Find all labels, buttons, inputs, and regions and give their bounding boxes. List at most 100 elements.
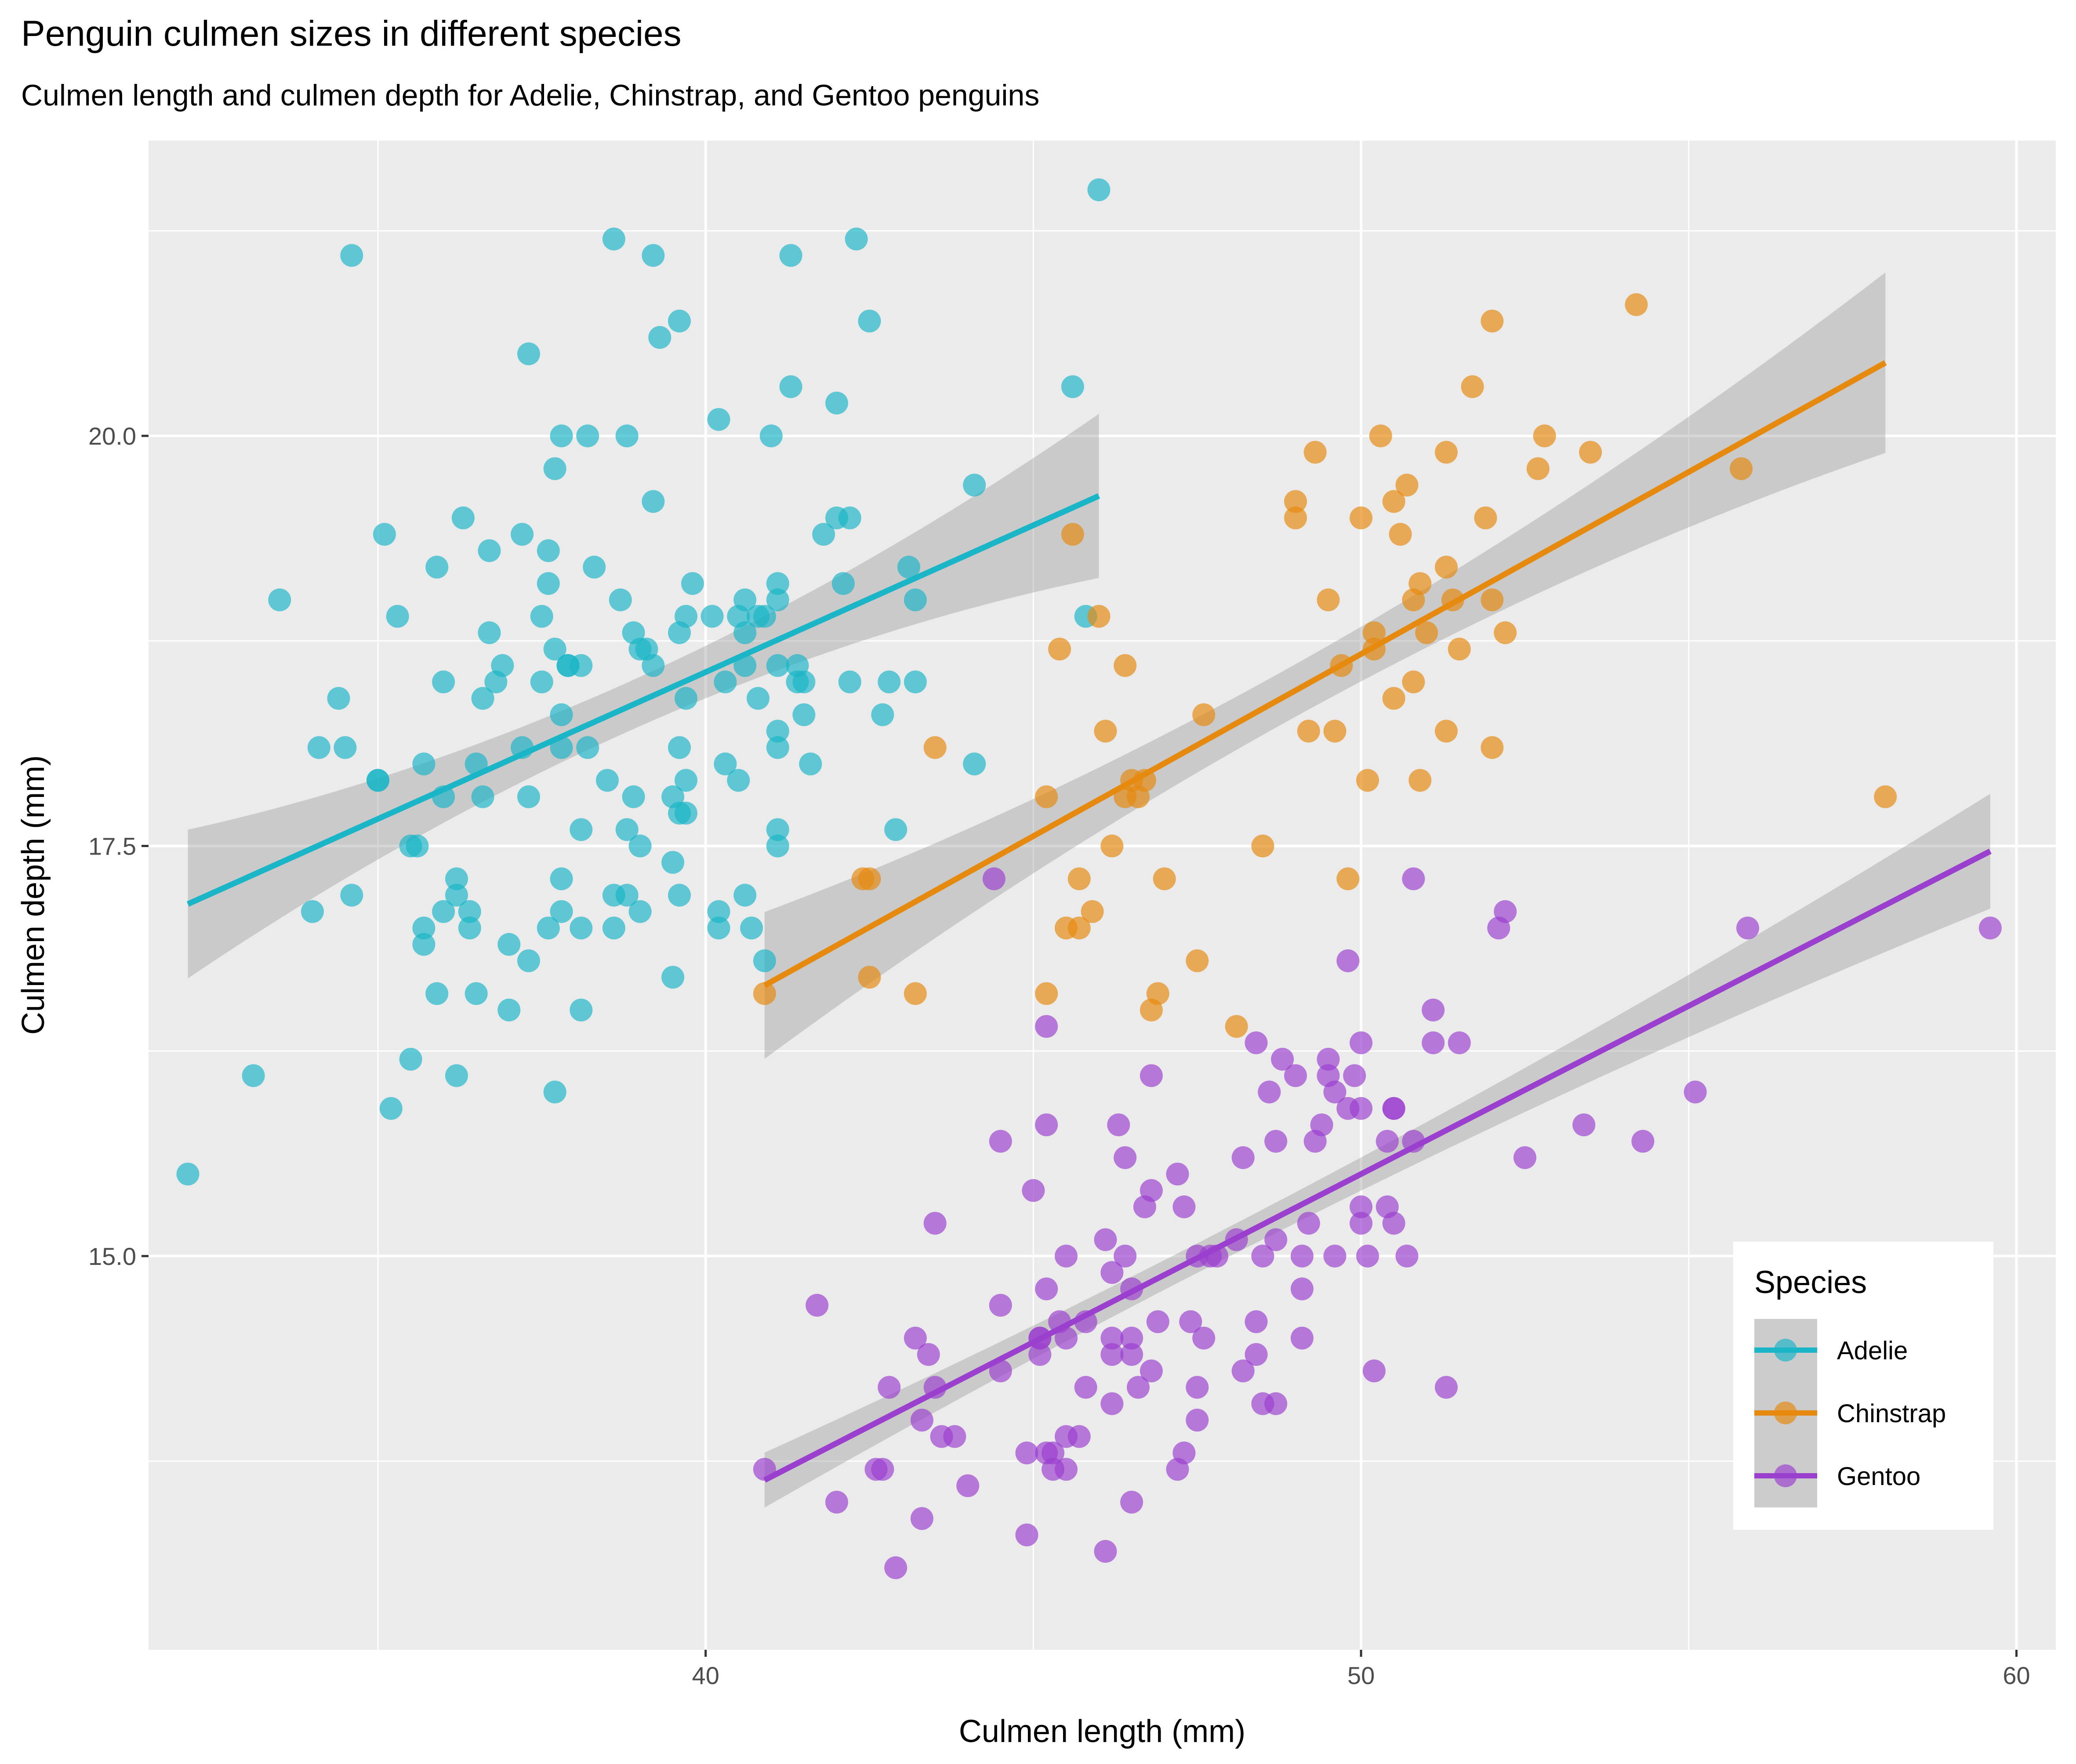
point-chinstrap [1284,506,1307,529]
point-chinstrap [1625,293,1648,316]
point-gentoo [1448,1031,1471,1054]
point-chinstrap [1153,867,1176,891]
point-adelie [406,834,429,858]
point-adelie [648,326,671,349]
point-adelie [583,555,606,579]
point-gentoo [1055,1244,1078,1268]
point-chinstrap [1035,785,1058,808]
point-adelie [838,670,861,694]
chart-subtitle: Culmen length and culmen depth for Adeli… [21,79,1040,112]
point-adelie [858,309,881,333]
point-gentoo [1323,1244,1346,1268]
point-chinstrap [1874,785,1897,808]
point-adelie [517,785,540,808]
x-axis-title: Culmen length (mm) [959,1714,1245,1749]
point-gentoo [1120,1326,1143,1350]
point-adelie [537,539,560,562]
point-gentoo [1435,1376,1458,1399]
point-chinstrap [1461,375,1484,398]
point-adelie [747,687,769,710]
point-adelie [537,572,560,595]
point-adelie [334,736,357,759]
point-gentoo [1572,1113,1596,1137]
point-gentoo [1172,1195,1196,1218]
point-chinstrap [1067,867,1091,891]
point-adelie [779,244,802,267]
point-adelie [367,769,389,792]
x-axis-ticks: 40 50 60 [692,1650,2030,1689]
trend-line-adelie [186,493,1100,907]
point-gentoo [825,1491,848,1514]
point-adelie [570,998,593,1021]
point-chinstrap [1140,998,1163,1021]
point-gentoo [1245,1310,1268,1333]
point-adelie [825,391,848,415]
point-gentoo [1382,1212,1405,1235]
point-chinstrap [1225,1015,1248,1038]
point-chinstrap [1389,523,1412,546]
point-gentoo [1317,1064,1340,1087]
legend-label-chinstrap: Chinstrap [1837,1399,1946,1428]
point-gentoo [1100,1343,1124,1366]
point-adelie [615,424,639,448]
point-gentoo [1245,1343,1268,1366]
point-chinstrap [1448,638,1471,661]
point-adelie [904,670,927,694]
point-gentoo [1290,1326,1314,1350]
point-gentoo [1140,1064,1163,1087]
point-gentoo [1402,867,1425,891]
point-adelie [602,228,625,250]
point-adelie [340,884,363,907]
point-adelie [458,916,481,940]
point-chinstrap [1192,703,1216,726]
point-gentoo [1114,1146,1137,1169]
legend-keys: Adelie Chinstrap Gentoo [1754,1319,1946,1507]
point-gentoo [1736,916,1759,940]
point-gentoo [989,1130,1012,1153]
point-chinstrap [1481,588,1504,612]
point-chinstrap [1395,474,1419,497]
point-adelie [478,539,501,562]
point-adelie [556,654,580,677]
point-chinstrap [1323,720,1346,743]
point-gentoo [1186,1409,1209,1432]
y-tick-label: 15.0 [88,1242,136,1270]
point-adelie [458,900,481,923]
point-adelie [530,605,553,628]
legend: Species Adelie Chinstrap Gentoo [1733,1242,1993,1530]
point-adelie [445,867,468,891]
point-adelie [661,851,685,874]
point-gentoo [1362,1359,1386,1383]
point-gentoo [1067,1425,1091,1448]
point-adelie [432,670,455,694]
point-gentoo [1074,1376,1097,1399]
point-adelie [517,342,540,366]
y-tick-label: 17.5 [88,832,136,860]
point-adelie [727,769,750,792]
point-adelie [465,982,488,1005]
point-gentoo [1035,1113,1058,1137]
point-adelie [871,703,894,726]
point-adelie [753,949,776,972]
point-adelie [884,818,907,841]
point-gentoo [1231,1146,1255,1169]
point-gentoo [1297,1212,1320,1235]
point-adelie [707,900,730,923]
point-adelie [904,588,927,612]
point-adelie [792,670,816,694]
point-chinstrap [1081,900,1104,923]
point-adelie [766,736,789,759]
point-gentoo [1100,1326,1124,1350]
point-adelie [733,588,757,612]
point-gentoo [1100,1261,1124,1284]
point-chinstrap [1402,588,1425,612]
point-chinstrap [1100,834,1124,858]
y-axis-ticks: 15.0 17.5 20.0 [88,422,149,1270]
point-chinstrap [1061,523,1084,546]
point-adelie [707,408,730,431]
point-adelie [543,1080,566,1104]
point-gentoo [1186,1376,1209,1399]
point-adelie [327,687,350,710]
point-chinstrap [753,982,776,1005]
